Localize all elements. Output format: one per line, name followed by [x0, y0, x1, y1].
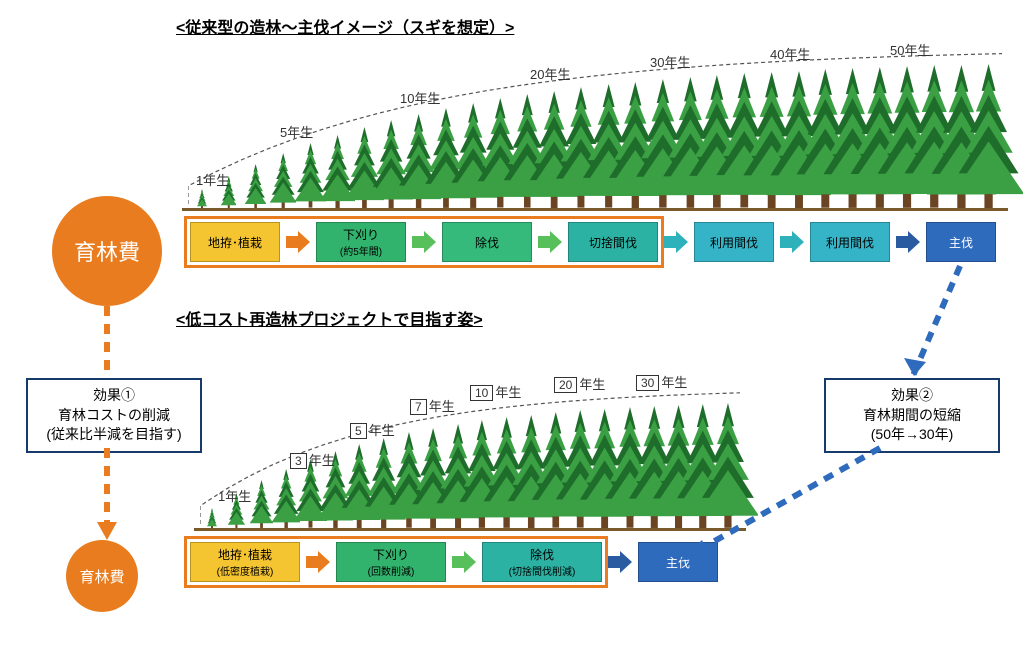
arrow-icon: [664, 231, 688, 253]
arrow-icon: [780, 231, 804, 253]
tree-icon: [954, 64, 1023, 208]
cost-circle: 育林費: [52, 196, 162, 306]
tree-icon: [207, 508, 217, 528]
tree-icon: [250, 480, 273, 528]
stage-box: 主伐: [926, 222, 996, 262]
stage-box: 利用間伐: [694, 222, 774, 262]
tree-icon: [270, 153, 296, 208]
effect-box: 効果①育林コストの削減(従来比半減を目指す): [26, 378, 202, 453]
stage-box: 主伐: [638, 542, 718, 582]
tree-icon: [698, 403, 758, 528]
cost-circle: 育林費: [66, 540, 138, 612]
stage-box: 利用間伐: [810, 222, 890, 262]
arrow-icon: [896, 231, 920, 253]
arrow-icon: [608, 551, 632, 573]
tree-icon: [245, 164, 266, 208]
tree-icon: [197, 189, 207, 208]
effect-box: 効果②育林期間の短縮(50年→30年): [824, 378, 1000, 453]
